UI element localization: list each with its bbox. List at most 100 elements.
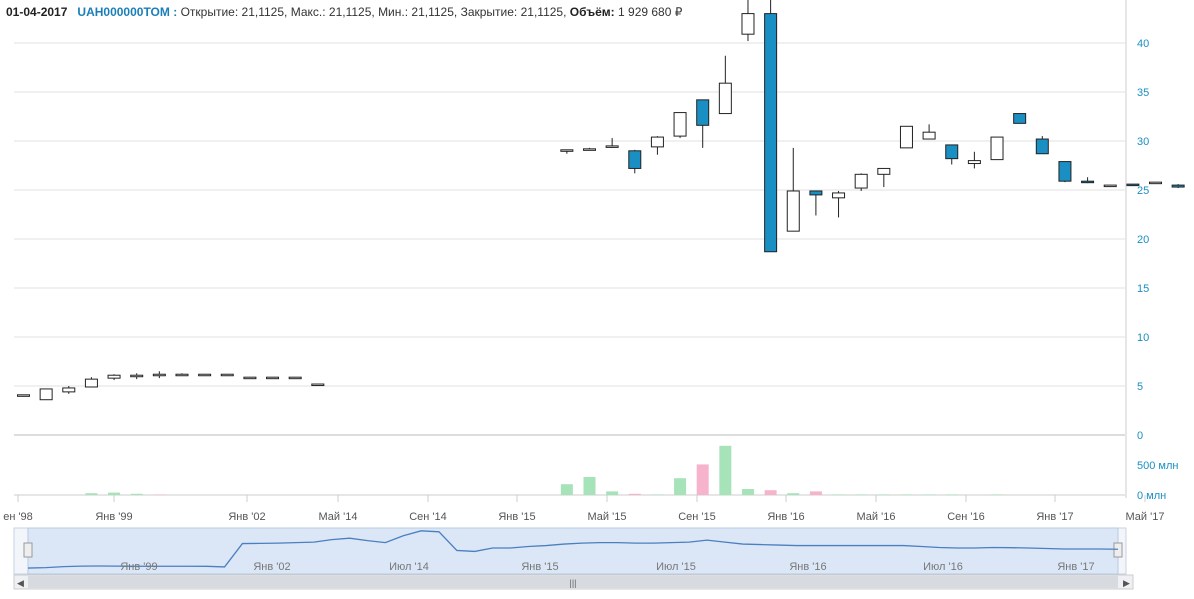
scroll-left-arrow-icon: ◀	[17, 578, 24, 588]
candle-body	[764, 13, 778, 253]
volume-bar	[130, 493, 143, 495]
candle-body	[786, 190, 800, 232]
low-label: Мин.:	[378, 5, 409, 19]
candle-body	[809, 190, 823, 196]
candle-body	[560, 149, 574, 152]
volume-bar	[855, 494, 868, 495]
price-tick-label: 30	[1137, 136, 1149, 148]
close-label: Закрытие:	[460, 5, 518, 19]
low-value: 21,1125,	[411, 5, 458, 19]
candle-body	[877, 167, 891, 175]
candle-body	[583, 148, 596, 151]
time-tick-label: ен '98	[3, 511, 33, 523]
price-tick-label: 35	[1137, 87, 1149, 99]
navigator-label: Янв '15	[521, 561, 558, 573]
volume-label: Объём:	[569, 5, 615, 19]
navigator-label: Янв '99	[120, 561, 157, 573]
volume-bar	[560, 484, 573, 495]
candle-body	[198, 373, 212, 377]
volume-bar	[583, 477, 596, 495]
candle-body	[243, 376, 257, 380]
candle-body	[1081, 180, 1095, 184]
quote-header: 01-04-2017 UAH000000TOM : Открытие: 21,1…	[6, 5, 682, 19]
volume-bar	[741, 489, 754, 495]
navigator[interactable]: Янв '99 Янв '02 Июл '14 Янв '15 Июл '15 Янв '…	[13, 527, 1134, 590]
candle-body	[1058, 161, 1072, 182]
ticker-suffix: :	[169, 5, 178, 19]
volume-tick-label: 500 млн	[1137, 460, 1178, 472]
time-tick-label: Май '14	[319, 511, 358, 523]
time-tick-label: Май '16	[857, 511, 896, 523]
volume-bar	[651, 494, 664, 495]
candle-body	[130, 374, 144, 378]
navigator-label: Янв '16	[789, 561, 826, 573]
candle-body	[107, 374, 121, 379]
candle-body	[899, 125, 913, 149]
navigator-label: Июл '15	[656, 561, 696, 573]
candle-body	[266, 376, 280, 380]
candle-body	[741, 13, 755, 35]
volume-bar	[108, 492, 121, 495]
candle-body	[288, 376, 302, 380]
candle-body	[922, 131, 936, 140]
candle-body	[1149, 181, 1162, 185]
time-tick-label: Янв '99	[95, 511, 132, 523]
candle-body	[945, 144, 959, 160]
volume-bar	[696, 464, 709, 495]
navigator-label: Июл '16	[923, 561, 963, 573]
candle-body	[84, 378, 98, 388]
candle-body	[39, 388, 53, 401]
volume-bar	[606, 491, 619, 495]
price-tick-label: 20	[1137, 234, 1149, 246]
volume-bar	[628, 493, 641, 495]
scroll-right-arrow-icon: ▶	[1123, 578, 1130, 588]
time-tick-label: Май '15	[588, 511, 627, 523]
volume-tick-label: 0 млн	[1137, 490, 1166, 502]
time-axis: ен '98 Янв '99 Янв '02 Май '14 Сен '14 Янв '1…	[3, 495, 1164, 523]
time-tick-label: Сен '16	[947, 511, 985, 523]
time-tick-label: Янв '02	[228, 511, 265, 523]
volume-bar	[719, 445, 732, 495]
navigator-left-handle	[23, 542, 33, 558]
ticker-symbol[interactable]: UAH000000TOM	[77, 5, 170, 19]
candle-body	[832, 192, 846, 199]
candle-body	[605, 145, 619, 148]
close-value: 21,1125,	[520, 5, 567, 19]
volume-bar	[923, 494, 936, 495]
candle-body	[718, 82, 732, 115]
volume-value: 1 929 680 ₽	[618, 5, 683, 19]
candle-body	[1126, 183, 1140, 187]
candle-body	[673, 112, 687, 137]
price-grid	[14, 42, 1125, 496]
volume-bar	[991, 494, 1004, 495]
volume-bar	[674, 478, 687, 495]
price-tick-label: 5	[1137, 381, 1143, 393]
price-tick-label: 10	[1137, 332, 1149, 344]
candle-body	[311, 383, 325, 387]
candle-body	[696, 99, 710, 126]
candle-body	[220, 373, 234, 377]
volume-bar	[832, 494, 845, 495]
candle-body	[17, 394, 30, 397]
time-tick-label: Май '17	[1126, 511, 1165, 523]
time-tick-label: Сен '15	[678, 511, 716, 523]
candle-body	[1035, 138, 1049, 155]
navigator-series-line	[27, 530, 1119, 569]
price-tick-label: 0	[1137, 430, 1143, 442]
navigator-label: Янв '17	[1057, 561, 1094, 573]
volume-bar	[85, 493, 98, 495]
time-tick-label: Янв '17	[1036, 511, 1073, 523]
price-tick-label: 15	[1137, 283, 1149, 295]
volume-bar	[877, 494, 890, 495]
candle-body	[152, 373, 166, 377]
candle-body	[1013, 113, 1027, 124]
quote-date: 01-04-2017	[6, 5, 68, 19]
open-label: Открытие:	[180, 5, 239, 19]
volume-bar	[809, 491, 822, 495]
candle-body	[1103, 184, 1117, 188]
candles-layer	[17, 0, 1185, 401]
candle-body	[967, 160, 981, 165]
volume-bar	[153, 494, 166, 495]
candle-body	[990, 136, 1004, 161]
